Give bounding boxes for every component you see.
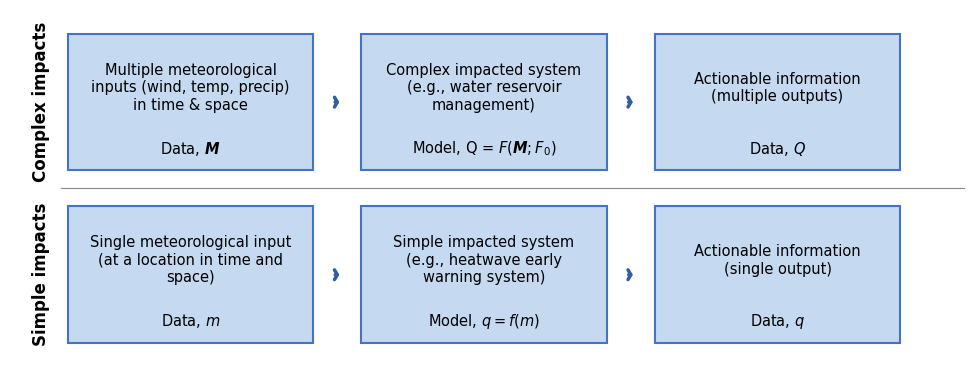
Text: Simple impacts: Simple impacts: [32, 203, 50, 347]
FancyBboxPatch shape: [654, 206, 900, 343]
Text: Multiple meteorological
inputs (wind, temp, precip)
in time & space: Multiple meteorological inputs (wind, te…: [91, 63, 289, 113]
Text: Complex impacted system
(e.g., water reservoir
management): Complex impacted system (e.g., water res…: [386, 63, 582, 113]
Text: Actionable information
(multiple outputs): Actionable information (multiple outputs…: [694, 72, 861, 104]
FancyBboxPatch shape: [361, 206, 607, 343]
Text: Data, $m$: Data, $m$: [161, 312, 220, 331]
FancyBboxPatch shape: [361, 34, 607, 170]
Text: Simple impacted system
(e.g., heatwave early
warning system): Simple impacted system (e.g., heatwave e…: [393, 236, 575, 285]
FancyBboxPatch shape: [654, 34, 900, 170]
Text: Model, $q = f(m)$: Model, $q = f(m)$: [428, 312, 540, 331]
FancyBboxPatch shape: [68, 206, 314, 343]
Text: Data, $Q$: Data, $Q$: [749, 140, 806, 158]
Text: Model, Q = $F(\boldsymbol{M}; F_0)$: Model, Q = $F(\boldsymbol{M}; F_0)$: [411, 139, 557, 158]
Text: Actionable information
(single output): Actionable information (single output): [694, 244, 861, 276]
Text: Data, $\boldsymbol{M}$: Data, $\boldsymbol{M}$: [161, 140, 221, 158]
FancyBboxPatch shape: [68, 34, 314, 170]
Text: Data, $q$: Data, $q$: [750, 312, 805, 331]
Text: Complex impacts: Complex impacts: [32, 22, 50, 182]
Text: Single meteorological input
(at a location in time and
space): Single meteorological input (at a locati…: [90, 236, 291, 285]
